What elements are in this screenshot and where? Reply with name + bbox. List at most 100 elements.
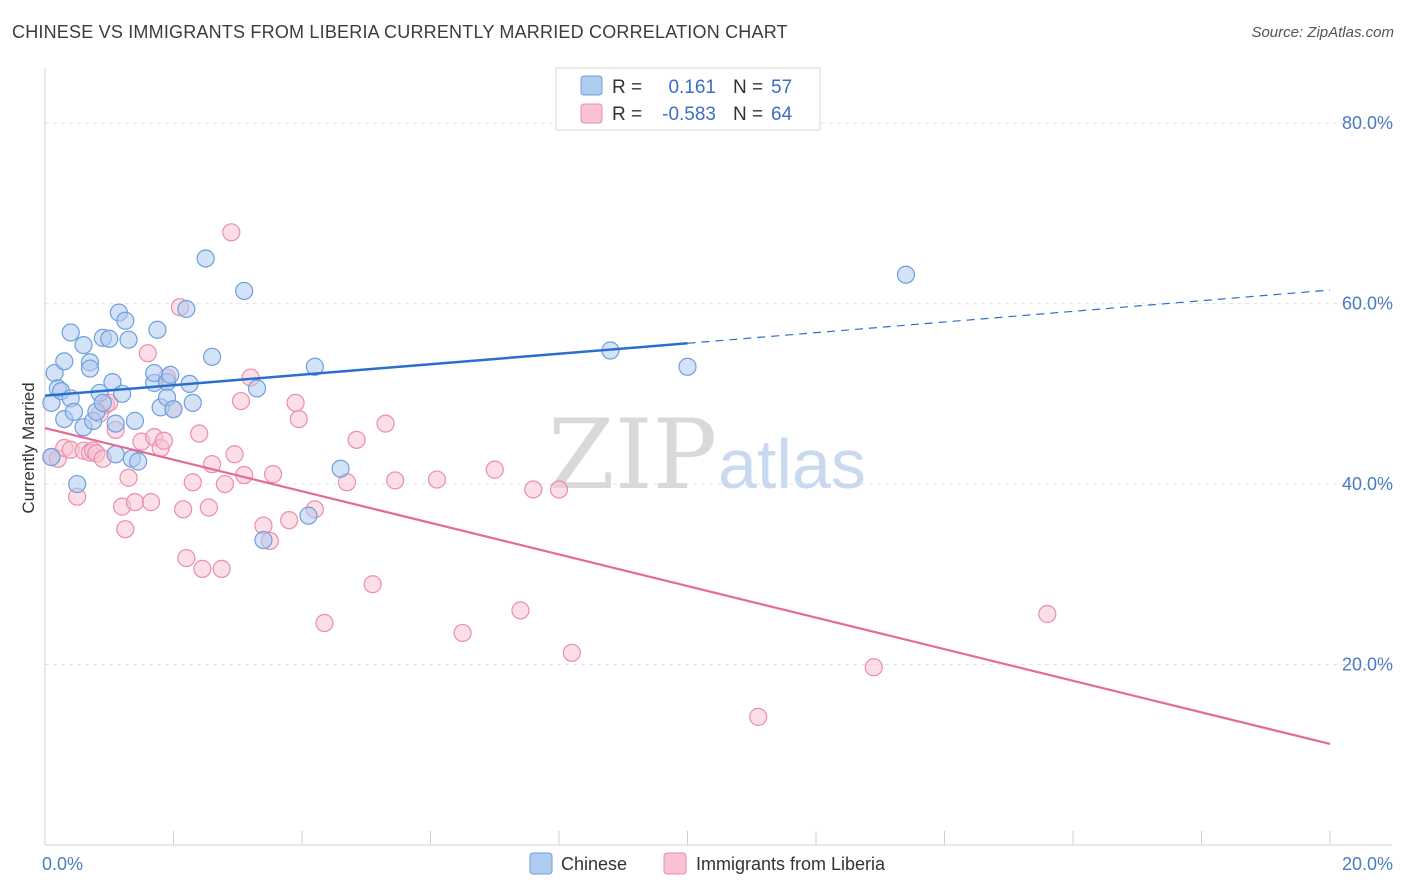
correlation-legend: R = 0.161 N = 57 R = -0.583 N = 64 — [555, 67, 821, 131]
legend-n-label-chinese: N = — [733, 77, 763, 98]
liberia-point — [864, 658, 883, 677]
liberia-point — [116, 520, 135, 539]
chinese-trend-extension — [687, 289, 1331, 344]
chinese-point — [106, 445, 125, 464]
liberia-point — [289, 409, 308, 429]
liberia-point — [231, 391, 251, 411]
liberia-trend-line — [44, 427, 1331, 746]
liberia-point — [562, 643, 581, 662]
liberia-point — [193, 559, 212, 578]
liberia-point — [222, 223, 241, 242]
chinese-point — [80, 359, 100, 378]
bottom-legend-label-chinese: Chinese — [561, 854, 627, 874]
liberia-point — [138, 344, 157, 363]
chinese-point — [331, 459, 350, 478]
chinese-point — [235, 281, 254, 301]
chart-title: CHINESE VS IMMIGRANTS FROM LIBERIA CURRE… — [12, 22, 788, 42]
chinese-point — [196, 249, 215, 268]
liberia-point — [315, 613, 334, 633]
liberia-point — [141, 493, 161, 512]
liberia-point — [386, 471, 405, 490]
chinese-point — [183, 393, 202, 412]
legend-swatch-liberia — [580, 103, 603, 124]
bottom-legend-label-liberia: Immigrants from Liberia — [696, 854, 886, 874]
liberia-point — [347, 430, 366, 449]
liberia-point — [199, 498, 218, 517]
x-tick-labels: 0.0% 20.0% — [42, 854, 1393, 874]
liberia-point — [190, 424, 209, 443]
liberia-point — [212, 559, 231, 578]
chinese-points — [42, 249, 916, 550]
liberia-points — [42, 223, 1057, 726]
y-tick-label: 40.0% — [1342, 474, 1393, 494]
chinese-point — [119, 330, 138, 349]
x-tick-label: 0.0% — [42, 854, 83, 874]
liberia-point — [119, 468, 138, 487]
liberia-point — [177, 548, 196, 568]
liberia-point — [485, 460, 504, 479]
chinese-point — [93, 393, 112, 412]
liberia-point — [749, 707, 768, 726]
legend-r-label-chinese: R = — [612, 77, 642, 98]
watermark-zip: ZIP — [548, 399, 717, 511]
series-legend: Chinese Immigrants from Liberia — [529, 852, 886, 875]
liberia-point — [453, 623, 472, 643]
bottom-legend-swatch-chinese — [529, 852, 553, 875]
liberia-point — [376, 414, 395, 433]
chinese-point — [177, 299, 196, 319]
bottom-legend-swatch-liberia — [663, 852, 687, 875]
liberia-point — [183, 473, 202, 492]
chinese-point — [61, 323, 80, 342]
liberia-point — [524, 480, 543, 499]
chinese-point — [202, 347, 222, 366]
liberia-point — [215, 474, 234, 494]
chinese-point — [678, 357, 697, 376]
legend-swatch-chinese — [580, 75, 603, 96]
liberia-point — [225, 445, 244, 464]
chinese-point — [896, 265, 916, 284]
liberia-point — [263, 465, 283, 484]
chinese-point — [305, 357, 324, 376]
y-axis-label: Currently Married — [19, 382, 38, 513]
chinese-trend-line — [44, 342, 688, 397]
chinese-point — [148, 320, 167, 339]
liberia-point — [280, 511, 299, 530]
y-tick-label: 60.0% — [1342, 294, 1393, 314]
y-tick-labels: 20.0% 40.0% 60.0% 80.0% — [1342, 113, 1393, 674]
chinese-point — [100, 329, 119, 348]
liberia-point — [363, 575, 382, 594]
chinese-point — [64, 402, 84, 421]
liberia-point — [549, 480, 569, 499]
y-tick-label: 20.0% — [1342, 655, 1393, 675]
chinese-point — [42, 447, 61, 467]
x-tick-label: 20.0% — [1342, 854, 1393, 874]
chinese-point — [254, 530, 273, 550]
chinese-point — [164, 400, 183, 419]
chinese-point — [125, 411, 145, 430]
liberia-point — [154, 431, 173, 450]
chinese-point — [299, 506, 318, 525]
chinese-point — [161, 365, 180, 384]
chinese-point — [116, 311, 135, 330]
chinese-point — [55, 352, 74, 371]
liberia-point — [125, 493, 145, 512]
chinese-point — [74, 335, 93, 355]
legend-r-value-liberia: -0.583 — [662, 104, 716, 125]
source-credit: Source: ZipAtlas.com — [1251, 24, 1394, 41]
legend-r-value-chinese: 0.161 — [668, 77, 716, 98]
legend-n-value-chinese: 57 — [771, 77, 792, 98]
chinese-point — [106, 414, 125, 433]
legend-n-value-liberia: 64 — [771, 104, 793, 125]
liberia-point — [174, 500, 193, 519]
grid-lines — [45, 122, 1392, 666]
liberia-point — [1038, 604, 1057, 624]
liberia-point — [286, 393, 305, 412]
chinese-point — [247, 379, 267, 398]
legend-r-label-liberia: R = — [612, 104, 642, 125]
liberia-point — [511, 601, 530, 620]
chinese-point — [68, 474, 87, 494]
trend-lines — [44, 289, 1331, 746]
legend-n-label-liberia: N = — [733, 104, 763, 125]
y-tick-label: 80.0% — [1342, 113, 1393, 133]
